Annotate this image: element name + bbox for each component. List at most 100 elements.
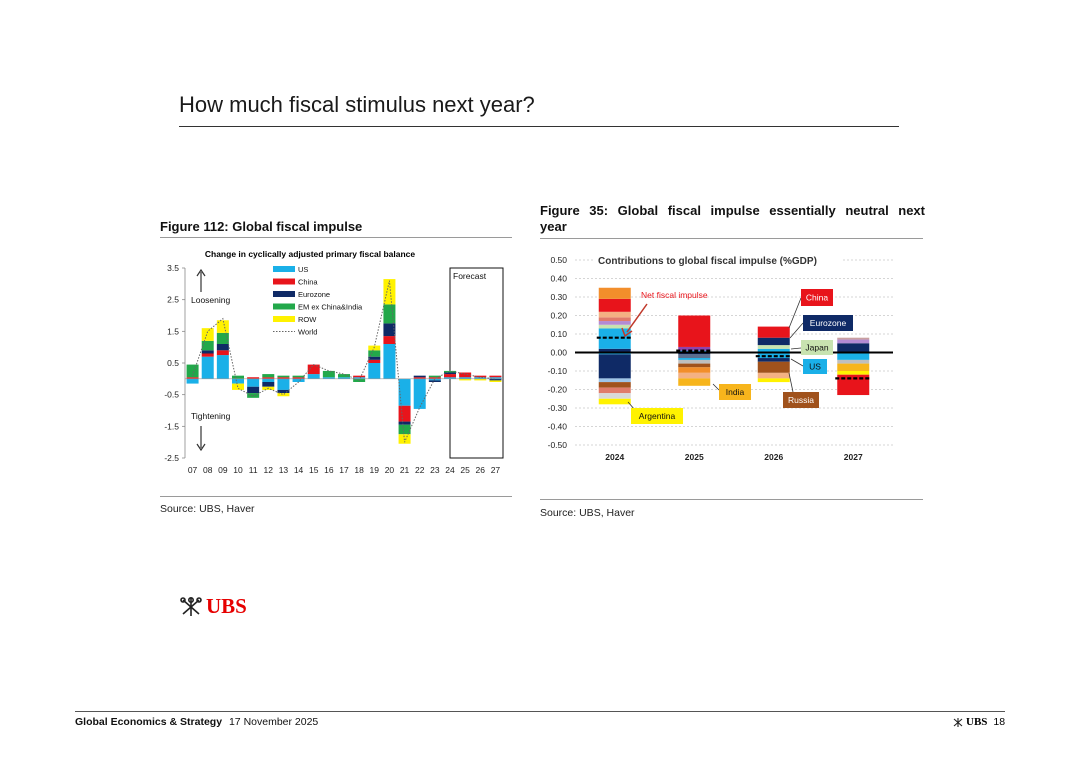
chart2-bar-segment-positive [837,339,870,344]
chart2-xtick-label: 2025 [685,452,704,462]
chart2-bar-segment-negative [837,352,870,360]
left-figure-bottom-rule [160,496,512,497]
chart1-xtick-label: 07 [188,465,198,475]
chart2-ytick-label: 0.30 [550,292,567,302]
chart2-bar-segment-positive [598,298,631,312]
chart2-bar-segment-negative [598,398,631,405]
chart1-bar-segment [201,353,214,357]
chart1-bar-segment [428,380,441,382]
chart1-xtick-label: 27 [491,465,501,475]
chart2-india-label-leader [712,383,720,391]
chart2-bar-segment-negative [678,372,711,379]
chart2-bar-segment-positive [598,324,631,329]
chart1-down-arrowhead [196,443,206,452]
chart1-bar-segment [444,377,456,379]
chart1-bar-segment [383,323,396,337]
chart2-eurozone-label-box [803,315,853,331]
chart2-bar-segment-positive [837,337,870,340]
chart2-eurozone-label-text: Eurozone [810,318,847,328]
chart1-bar-segment [277,378,290,390]
left-fiscal-impulse-chart: Change in cyclically adjusted primary fi… [164,249,504,475]
chart1-bar-segment [459,377,472,379]
right-contributions-chart: 0.50 0.40 0.30 0.20 0.10 0.00 -0.10 -0.20 -0.30 -… [548,253,893,462]
chart1-xtick-label: 26 [476,465,486,475]
chart1-bar-segment [247,377,260,379]
chart1-bar-segment [474,377,487,379]
chart2-ytick-label: -0.30 [548,403,568,413]
chart2-bar-segment-negative [837,363,870,371]
chart1-bar-segment [459,372,472,378]
chart2-bar-segment-negative [837,371,870,375]
chart2-china-label-box [801,289,833,306]
chart2-bar-segment-negative [598,393,631,399]
chart2-india-label-text: India [726,387,745,397]
chart1-bar-segment [277,389,290,394]
ubs-logo: UBS [179,594,247,619]
chart2-bar-segment-positive [757,337,790,346]
chart1-bar-segment [474,375,487,378]
footer-section: Global Economics & Strategy [75,716,223,728]
chart2-china-label-text: China [806,293,828,303]
chart1-bar-segment [262,378,275,382]
chart1-bar-segment [277,375,290,378]
chart1-xtick-label: 25 [460,465,470,475]
chart2-russia-label-box [783,392,819,408]
chart1-legend-label: ROW [298,315,317,324]
chart2-bar-segment-negative [678,358,711,360]
chart1-xtick-label: 13 [279,465,289,475]
chart2-bar-segment-positive [678,315,711,347]
chart2-bar-segment-positive [598,287,631,299]
chart1-legend-label: EM ex China&India [298,303,363,312]
chart2-japan-label-box [801,340,833,355]
chart1-bar-segment [489,377,502,379]
chart1-bar-segment [292,377,305,379]
chart1-bar-segment [428,377,441,379]
chart1-xtick-label: 11 [249,465,258,475]
title-rule [179,126,899,127]
chart2-ytick-label: 0.40 [550,274,567,284]
chart1-up-arrowhead [196,268,206,277]
chart2-argentina-label-text: Argentina [639,411,676,421]
chart2-bar-segment-negative [837,359,870,364]
chart1-xtick-label: 09 [218,465,228,475]
chart1-bar-segment [216,350,229,356]
chart2-ytick-label: 0.00 [550,348,567,358]
chart2-bar-segment-negative [757,378,790,383]
chart2-bar-segment-positive [598,321,631,325]
chart2-bar-segment-negative [598,354,631,379]
chart1-bar-segment [444,374,456,378]
chart1-bar-segment [398,405,411,422]
chart2-bar-segment-negative [757,372,790,379]
chart2-argentina-label-box [631,408,683,424]
chart1-bar-segment [398,378,411,406]
chart2-xtick-label: 2027 [844,452,863,462]
chart1-bar-segment [428,375,441,378]
chart1-bar-segment [383,344,396,379]
left-figure-source: Source: UBS, Haver [160,503,255,515]
chart2-russia-label-leader [788,372,794,393]
chart1-bar-segment [186,378,199,384]
chart1-bar-segment [459,378,472,381]
chart1-bar-segment [232,378,244,384]
right-figure-title-line2: year [540,219,567,234]
chart1-bar-segment [474,378,487,381]
chart1-bar-segment [383,336,396,344]
chart1-xtick-label: 18 [354,465,364,475]
footer-brand: UBS [966,716,988,728]
chart2-bar-segment-negative [678,359,711,364]
chart1-bar-segment [216,355,229,379]
chart1-legend-label: World [298,328,317,337]
chart1-ytick-label: 3.5 [167,263,179,273]
chart1-legend-swatch [273,303,295,310]
chart2-bar-segment-negative [678,378,711,386]
chart1-ytick-label: -2.5 [164,453,179,463]
chart2-russia-label-text: Russia [788,395,814,405]
chart2-bar-segment-positive [757,345,790,349]
chart2-title: Contributions to global fiscal impulse (… [598,256,817,267]
chart1-bar-segment [232,375,244,379]
chart2-net-impulse-arrowhead [621,327,633,338]
chart2-us-label-leader [790,358,804,367]
chart2-bar-segment-negative [837,374,870,396]
chart1-bar-segment [247,386,260,394]
chart1-bar-segment [216,332,229,344]
